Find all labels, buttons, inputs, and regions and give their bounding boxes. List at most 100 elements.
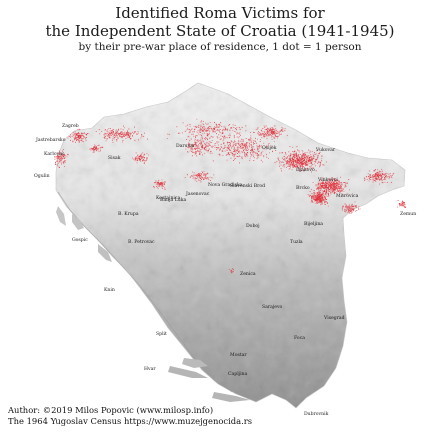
- victim-dot: [200, 121, 202, 123]
- victim-dot: [127, 130, 128, 132]
- victim-dot: [261, 151, 262, 153]
- victim-dot: [123, 136, 125, 137]
- victim-dot: [282, 157, 284, 159]
- victim-dot: [287, 165, 289, 167]
- victim-dot: [323, 196, 325, 198]
- victim-dot: [161, 181, 163, 183]
- victim-dot: [311, 156, 313, 158]
- victim-dot: [246, 145, 247, 147]
- victim-dot: [383, 173, 384, 175]
- victim-dot: [240, 144, 241, 146]
- victim-dot: [333, 190, 335, 192]
- victim-dot: [308, 194, 310, 196]
- victim-dot: [106, 138, 108, 140]
- victim-dot: [319, 199, 321, 201]
- victim-dot: [118, 133, 120, 135]
- victim-dot: [66, 155, 68, 157]
- victim-dot: [310, 163, 312, 164]
- victim-dot: [306, 160, 307, 162]
- victim-dot: [320, 194, 322, 196]
- victim-dot: [322, 183, 324, 184]
- victim-dot: [244, 148, 246, 150]
- victim-dot: [210, 135, 212, 137]
- victim-dot: [378, 174, 380, 176]
- victim-dot: [307, 160, 309, 161]
- victim-dot: [207, 177, 209, 179]
- victim-dot: [236, 127, 238, 128]
- victim-dot: [220, 146, 222, 148]
- victim-dot: [286, 134, 288, 136]
- victim-dot: [350, 211, 351, 212]
- victim-dot: [311, 198, 313, 200]
- victim-dot: [81, 133, 83, 135]
- victim-dot: [245, 138, 247, 139]
- victim-dot: [74, 132, 76, 134]
- victim-dot: [317, 199, 319, 201]
- victim-dot: [156, 181, 158, 183]
- victim-dot: [122, 140, 124, 141]
- victim-dot: [187, 128, 189, 130]
- victim-dot: [328, 186, 330, 187]
- victim-dot: [112, 138, 114, 140]
- victim-dot: [325, 197, 326, 199]
- victim-dot: [63, 149, 65, 150]
- victim-dot: [214, 127, 216, 128]
- victim-dot: [199, 152, 201, 154]
- victim-dot: [211, 152, 213, 154]
- victim-dot: [300, 161, 302, 163]
- victim-dot: [322, 182, 324, 184]
- victim-dot: [94, 146, 95, 147]
- victim-dot: [317, 193, 319, 195]
- victim-dot: [111, 132, 112, 134]
- victim-dot: [223, 146, 225, 148]
- victim-dot: [162, 187, 163, 189]
- victim-dot: [204, 147, 205, 149]
- victim-dot: [58, 166, 60, 168]
- victim-dot: [375, 169, 376, 170]
- victim-dot: [328, 182, 330, 184]
- victim-dot: [176, 126, 178, 128]
- victim-dot: [113, 134, 115, 136]
- victim-dot: [324, 195, 326, 197]
- victim-dot: [265, 154, 267, 156]
- victim-dot: [76, 138, 78, 140]
- victim-dot: [338, 188, 340, 189]
- victim-dot: [292, 158, 294, 160]
- victim-dot: [377, 171, 379, 173]
- victim-dot: [245, 145, 246, 147]
- victim-dot: [337, 191, 339, 192]
- victim-dot: [308, 160, 309, 161]
- victim-dot: [404, 206, 406, 208]
- victim-dot: [208, 127, 209, 129]
- victim-dot: [196, 135, 198, 137]
- victim-dot: [404, 206, 406, 208]
- victim-dot: [274, 129, 276, 131]
- victim-dot: [400, 204, 402, 205]
- victim-dot: [63, 155, 65, 157]
- victim-dot: [192, 178, 194, 179]
- victim-dot: [251, 145, 252, 147]
- victim-dot: [321, 197, 323, 199]
- city-label: Osijek: [262, 146, 277, 151]
- victim-dot: [128, 136, 130, 138]
- victim-dot: [315, 196, 317, 198]
- victim-dot: [294, 154, 296, 156]
- victim-dot: [202, 126, 204, 128]
- victim-dot: [370, 175, 372, 177]
- victim-dot: [249, 138, 251, 140]
- victim-dot: [338, 184, 339, 186]
- victim-dot: [134, 160, 136, 162]
- victim-dot: [337, 182, 339, 184]
- victim-dot: [318, 153, 320, 155]
- victim-dot: [333, 186, 335, 188]
- victim-dot: [205, 175, 207, 177]
- victim-dot: [80, 135, 82, 137]
- victim-dot: [375, 178, 377, 180]
- victim-dot: [366, 176, 368, 178]
- victim-dot: [64, 156, 66, 158]
- victim-dot: [264, 133, 266, 134]
- victim-dot: [377, 177, 379, 179]
- victim-dot: [220, 143, 222, 145]
- victim-dot: [117, 132, 119, 134]
- victim-dot: [224, 135, 226, 137]
